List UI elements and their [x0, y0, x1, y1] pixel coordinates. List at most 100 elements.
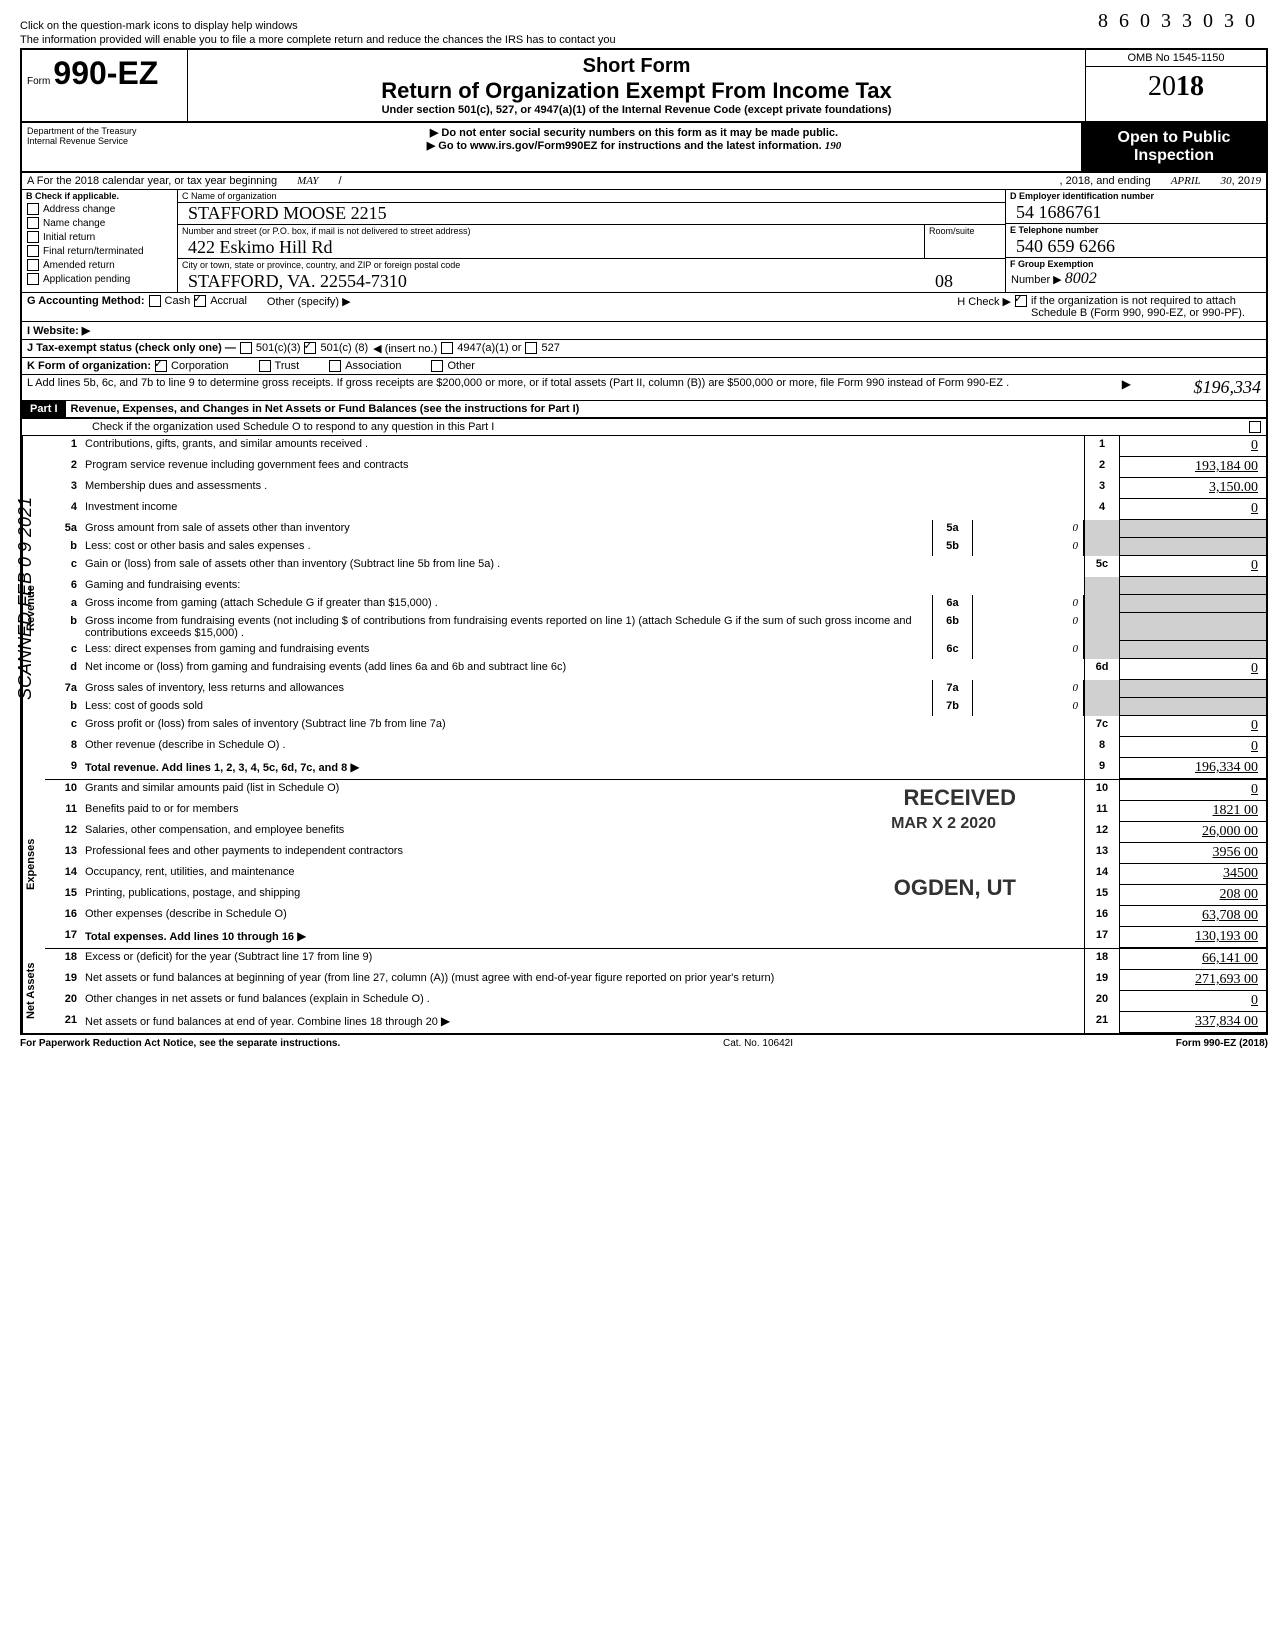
other-label: Other (specify) ▶	[267, 295, 351, 319]
line6a-subval: 0	[973, 595, 1084, 613]
received-stamp: RECEIVED	[904, 785, 1016, 811]
line6d-val: 0	[1120, 659, 1266, 680]
dln: 8 6 0 3 3 0 3 0	[1098, 10, 1258, 33]
line4-val: 0	[1120, 499, 1266, 520]
line8-desc: Other revenue (describe in Schedule O) .	[83, 737, 1084, 758]
section-e-label: E Telephone number	[1006, 224, 1266, 236]
line19-val: 271,693 00	[1120, 970, 1266, 991]
check-corp[interactable]: ✓	[155, 360, 167, 372]
netassets-section: Net Assets 18Excess or (deficit) for the…	[20, 949, 1268, 1035]
check-address[interactable]	[27, 203, 39, 215]
check-527[interactable]	[525, 342, 537, 354]
section-c-name-label: C Name of organization	[178, 190, 1005, 203]
check-label: Initial return	[43, 232, 95, 243]
section-g-h: G Accounting Method: Cash ✓Accrual Other…	[20, 293, 1268, 322]
line14-val: 34500	[1120, 864, 1266, 885]
line1-desc: Contributions, gifts, grants, and simila…	[83, 436, 1084, 457]
line3-val: 3,150.00	[1120, 478, 1266, 499]
check-cash[interactable]	[149, 295, 161, 307]
year-prefix: 20	[1148, 71, 1176, 102]
section-b-label: B Check if applicable.	[22, 190, 177, 202]
form-header-row2: Department of the Treasury Internal Reve…	[20, 123, 1268, 173]
line6c-sub: 6c	[932, 641, 973, 659]
check-final[interactable]	[27, 245, 39, 257]
sub-title: Under section 501(c), 527, or 4947(a)(1)…	[193, 104, 1080, 116]
section-k-label: K Form of organization:	[27, 360, 151, 372]
section-f-label: F Group Exemption	[1006, 258, 1266, 270]
check-name[interactable]	[27, 217, 39, 229]
section-d-label: D Employer identification number	[1006, 190, 1266, 202]
line7b-desc: Less: cost of goods sold	[83, 698, 932, 716]
gross-receipts: $196,334	[1131, 377, 1261, 398]
line13-desc: Professional fees and other payments to …	[83, 843, 1084, 864]
short-form-title: Short Form	[193, 55, 1080, 78]
section-j-label: J Tax-exempt status (check only one) —	[27, 342, 236, 355]
line5c-val: 0	[1120, 556, 1266, 577]
check-amended[interactable]	[27, 259, 39, 271]
line4-desc: Investment income	[83, 499, 1084, 520]
section-a-mid: , 2018, and ending	[1060, 175, 1151, 187]
year-begin: MAY	[297, 175, 318, 187]
line6a-sub: 6a	[932, 595, 973, 613]
line2-val: 193,184 00	[1120, 457, 1266, 478]
cash-label: Cash	[165, 295, 191, 319]
check-501c[interactable]: ✓	[304, 342, 316, 354]
part1-schedule-o-check[interactable]	[1249, 421, 1261, 433]
ssn-note: ▶ Do not enter social security numbers o…	[190, 126, 1078, 139]
check-other[interactable]	[431, 360, 443, 372]
check-schedb[interactable]: ✓	[1015, 295, 1027, 307]
line11-val: 1821 00	[1120, 801, 1266, 822]
line6d-desc: Net income or (loss) from gaming and fun…	[83, 659, 1084, 680]
check-4947[interactable]	[441, 342, 453, 354]
check-accrual[interactable]: ✓	[194, 295, 206, 307]
line5b-subval: 0	[973, 538, 1084, 556]
footer-form: Form 990-EZ (2018)	[1176, 1038, 1268, 1049]
section-l-text: L Add lines 5b, 6c, and 7b to line 9 to …	[27, 377, 1122, 398]
part1-header: Part I Revenue, Expenses, and Changes in…	[20, 401, 1268, 419]
expenses-section: Expenses RECEIVED MAR X 2 2020 OGDEN, UT…	[20, 780, 1268, 949]
code-190: 190	[825, 140, 842, 152]
header-info-note: The information provided will enable you…	[20, 34, 1268, 46]
line6c-desc: Less: direct expenses from gaming and fu…	[83, 641, 932, 659]
line5c-desc: Gain or (loss) from sale of assets other…	[83, 556, 1084, 577]
part1-title: Revenue, Expenses, and Changes in Net As…	[66, 401, 585, 417]
line16-val: 63,708 00	[1120, 906, 1266, 927]
main-title: Return of Organization Exempt From Incom…	[193, 78, 1080, 104]
line20-val: 0	[1120, 991, 1266, 1012]
header-help-note: Click on the question-mark icons to disp…	[20, 20, 1268, 32]
section-i: I Website: ▶	[20, 322, 1268, 340]
open-public: Open to Public Inspection	[1081, 123, 1266, 171]
department: Department of the Treasury Internal Reve…	[22, 123, 187, 171]
line17-desc: Total expenses. Add lines 10 through 16	[85, 931, 294, 943]
check-pending[interactable]	[27, 273, 39, 285]
year-suffix: 18	[1176, 71, 1204, 102]
check-label: Name change	[43, 218, 105, 229]
check-trust[interactable]	[259, 360, 271, 372]
line5a-desc: Gross amount from sale of assets other t…	[83, 520, 932, 538]
line5a-subval: 0	[973, 520, 1084, 538]
line18-desc: Excess or (deficit) for the year (Subtra…	[83, 949, 1084, 970]
netassets-label: Net Assets	[22, 949, 45, 1033]
goto-note: ▶ Go to www.irs.gov/Form990EZ for instru…	[427, 140, 822, 152]
j-opt2: 501(c) (8)	[320, 342, 368, 355]
line5a-sub: 5a	[932, 520, 973, 538]
revenue-section: Revenue 1Contributions, gifts, grants, a…	[20, 436, 1268, 780]
form-header: Form 990-EZ Short Form Return of Organiz…	[20, 48, 1268, 123]
k-other: Other	[447, 360, 475, 372]
line19-desc: Net assets or fund balances at beginning…	[83, 970, 1084, 991]
check-initial[interactable]	[27, 231, 39, 243]
line12-val: 26,000 00	[1120, 822, 1266, 843]
year-end-month: APRIL	[1171, 175, 1201, 187]
section-l: L Add lines 5b, 6c, and 7b to line 9 to …	[20, 375, 1268, 401]
line20-desc: Other changes in net assets or fund bala…	[83, 991, 1084, 1012]
check-assoc[interactable]	[329, 360, 341, 372]
ein: 54 1686761	[1006, 202, 1266, 223]
year-end: 19	[1250, 175, 1261, 187]
section-a: A For the 2018 calendar year, or tax yea…	[20, 173, 1268, 190]
section-i-label: I Website: ▶	[27, 324, 90, 337]
accrual-label: Accrual	[210, 295, 247, 319]
check-501c3[interactable]	[240, 342, 252, 354]
line8-val: 0	[1120, 737, 1266, 758]
year-end-day: 30	[1221, 175, 1232, 187]
section-j: J Tax-exempt status (check only one) — 5…	[20, 340, 1268, 358]
